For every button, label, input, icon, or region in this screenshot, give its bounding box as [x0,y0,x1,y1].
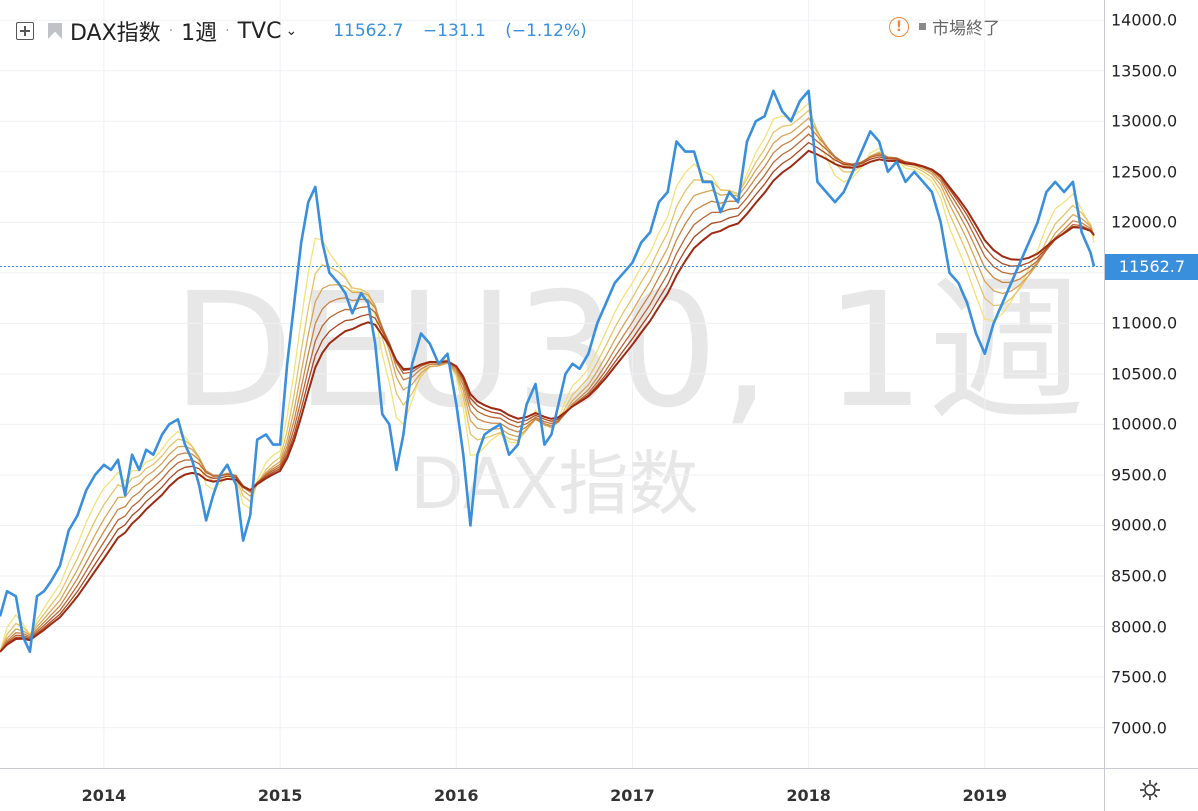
plot-area[interactable]: DEU30, 1週 DAX指数 DAX指数 · 1週 · TVC ⌄ 11562… [0,0,1104,768]
y-tick-label: 12500.0 [1111,162,1178,182]
price-change: −131.1 [422,21,486,41]
y-tick-label: 14000.0 [1111,10,1178,30]
y-tick-label: 7500.0 [1111,667,1167,687]
status-square-icon [919,23,926,30]
y-tick-label: 9500.0 [1111,465,1167,485]
symbol-header: DAX指数 · 1週 · TVC ⌄ 11562.7 −131.1 (−1.12… [16,14,601,48]
last-price: 11562.7 [333,21,404,41]
ema-ribbon-line [0,117,1095,653]
y-tick-label: 11000.0 [1111,313,1178,333]
y-tick-label: 7000.0 [1111,718,1167,738]
warning-icon: ! [889,16,909,37]
x-tick-label: 2016 [434,786,479,805]
ema-ribbon-line [0,124,1095,653]
y-tick-label: 8500.0 [1111,566,1167,586]
x-tick-label: 2015 [257,786,303,805]
source-label[interactable]: TVC [237,18,282,44]
y-tick-label: 10000.0 [1111,414,1178,434]
price-series-line [0,89,1096,654]
ema-ribbon-line [0,149,1095,653]
ema-ribbon-line [0,102,1095,652]
price-change-pct: (−1.12%) [505,21,587,41]
price-axis[interactable]: 14000.013500.013000.012500.012000.011500… [1104,0,1198,768]
market-status[interactable]: ! 市場終了 [889,14,1000,39]
separator-dot: · [225,23,230,39]
interval-label[interactable]: 1週 [181,21,218,46]
add-compare-icon[interactable] [16,22,34,40]
watermark-name: DAX指数 [410,443,699,525]
y-tick-label: 13000.0 [1111,111,1178,131]
y-tick-label: 13500.0 [1111,61,1178,81]
separator-dot: · [168,23,174,39]
market-status-label: 市場終了 [932,19,1000,39]
flag-icon [48,23,62,39]
y-tick-label: 12000.0 [1111,212,1178,232]
ema-ribbon-line [0,133,1095,653]
x-tick-label: 2014 [81,786,127,805]
x-tick-label: 2018 [786,786,831,805]
x-tick-label: 2017 [610,786,655,805]
chevron-down-icon[interactable]: ⌄ [285,23,298,39]
symbol-name[interactable]: DAX指数 [70,21,161,46]
y-tick-label: 9000.0 [1111,515,1167,535]
time-axis[interactable]: 2014 2015 2016 2017 2018 2019 [0,768,1104,811]
y-tick-label: 8000.0 [1111,617,1167,637]
y-tick-label: 10500.0 [1111,364,1178,384]
last-price-tag: 11562.7 [1105,253,1198,280]
settings-gear-icon[interactable] [1139,779,1161,801]
settings-corner [1104,768,1198,811]
ema-ribbon-line [0,141,1095,653]
quote-values: 11562.7 −131.1 (−1.12%) [333,21,601,41]
x-tick-label: 2019 [962,786,1008,805]
price-chart [0,0,1104,768]
